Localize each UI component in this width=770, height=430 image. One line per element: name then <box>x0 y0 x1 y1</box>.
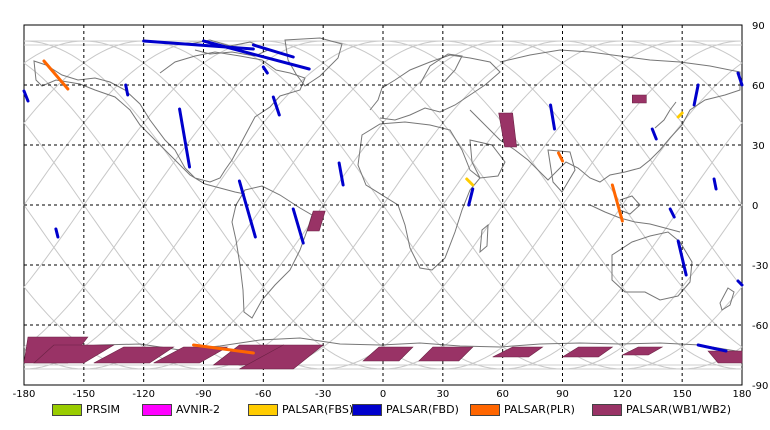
observation-fbd <box>142 39 255 51</box>
x-tick-label: 30 <box>436 389 449 400</box>
observation-fbd <box>261 65 269 75</box>
x-tick-label: 0 <box>380 389 386 400</box>
x-tick-label: -180 <box>13 389 36 400</box>
swath-wb <box>33 344 115 364</box>
x-tick-label: -60 <box>255 389 271 400</box>
legend-swatch-prsim <box>52 403 82 416</box>
legend-swatch-palsar-plr <box>470 403 500 416</box>
x-tick-label: -30 <box>315 389 331 400</box>
swath-wb <box>239 344 325 370</box>
x-tick-label: -90 <box>195 389 211 400</box>
legend-swatch-palsar-wb <box>592 403 622 416</box>
swath-wb <box>707 350 743 364</box>
x-tick-label: 60 <box>496 389 509 400</box>
observation-plr <box>192 343 255 355</box>
coastline-europe <box>369 54 501 121</box>
swath-wb <box>498 112 517 148</box>
swath-wb <box>631 94 647 104</box>
observation-fbd <box>467 187 475 207</box>
observation-fbs <box>676 111 684 119</box>
swath-wb <box>418 346 474 362</box>
observation-fbd <box>271 95 281 117</box>
x-tick-label: -150 <box>72 389 95 400</box>
observation-fbd <box>549 103 557 131</box>
legend-item-palsar-plr: PALSAR(PLR) <box>470 403 575 416</box>
y-tick-label: 0 <box>752 201 758 212</box>
swath-wb <box>622 346 664 356</box>
legend-item-palsar-fbd: PALSAR(FBD) <box>352 403 459 416</box>
legend-label-palsar-fbs: PALSAR(FBS) <box>282 403 354 416</box>
swath-wb <box>306 210 326 232</box>
legend-item-prsim: PRSIM <box>52 403 120 416</box>
y-tick-label: -60 <box>752 321 768 332</box>
observation-fbd <box>124 83 130 97</box>
x-tick-label: 90 <box>556 389 569 400</box>
observation-fbd <box>22 89 30 103</box>
coastline-scandinavia <box>419 53 463 85</box>
coastline-japan <box>654 101 677 129</box>
coastline-asia <box>469 49 741 183</box>
legend-swatch-palsar-fbd <box>352 403 382 416</box>
observation-fbd <box>736 71 744 87</box>
observation-layer <box>22 39 744 355</box>
swath-wb <box>93 346 175 364</box>
observation-fbd <box>650 127 658 141</box>
observation-fbd <box>696 343 728 353</box>
observation-fbd <box>291 207 305 245</box>
latitude-tick-labels: 90 60 30 0 -30 -60 -90 <box>752 21 768 392</box>
swath-wb <box>362 346 414 362</box>
coastline-australia <box>611 231 693 301</box>
legend-label-palsar-plr: PALSAR(PLR) <box>504 403 575 416</box>
y-tick-label: -90 <box>752 381 768 392</box>
observation-fbd <box>712 177 718 191</box>
x-tick-label: -120 <box>132 389 155 400</box>
coastline-north-america <box>33 51 306 195</box>
y-tick-label: 90 <box>752 21 765 32</box>
observation-fbd <box>337 161 345 187</box>
coastline-africa <box>357 121 481 271</box>
coastline-antarctica <box>23 337 743 353</box>
coastline-indonesia <box>589 204 681 233</box>
swath-wb <box>561 346 614 358</box>
observation-fbd <box>237 179 257 239</box>
observation-fbd <box>668 207 676 219</box>
longitude-tick-labels: -180 -150 -120 -90 -60 -30 0 30 60 90 120 150 180 <box>13 389 752 400</box>
y-tick-label: 60 <box>752 81 765 92</box>
observation-fbd <box>251 43 295 59</box>
coastline-india <box>547 149 576 193</box>
legend-label-palsar-fbd: PALSAR(FBD) <box>386 403 459 416</box>
legend-item-avnir2: AVNIR-2 <box>142 403 220 416</box>
observation-plr <box>42 59 70 91</box>
legend-label-avnir2: AVNIR-2 <box>176 403 220 416</box>
legend-label-palsar-wb: PALSAR(WB1/WB2) <box>626 403 732 416</box>
coastline-south-america <box>231 185 313 319</box>
lat-lon-grid <box>24 25 742 385</box>
observation-plr <box>610 183 624 223</box>
legend-label-prsim: PRSIM <box>86 403 120 416</box>
y-tick-label: 30 <box>752 141 765 152</box>
observation-fbd <box>54 227 60 239</box>
x-tick-label: 120 <box>613 389 632 400</box>
y-tick-label: -30 <box>752 261 768 272</box>
observation-plr <box>557 151 564 163</box>
x-tick-label: 180 <box>732 389 751 400</box>
x-tick-label: 150 <box>673 389 692 400</box>
swath-wb <box>492 346 544 358</box>
legend: PRSIM AVNIR-2 PALSAR(FBS) PALSAR(FBD) PA… <box>0 400 770 422</box>
legend-swatch-palsar-fbs <box>248 403 278 416</box>
observation-fbd <box>202 39 311 71</box>
legend-item-palsar-wb: PALSAR(WB1/WB2) <box>592 403 731 416</box>
coastline-borneo <box>619 195 641 215</box>
observation-fbd <box>676 239 688 277</box>
coastline-madagascar <box>479 223 489 254</box>
observation-fbs <box>465 177 475 187</box>
observation-fbd <box>178 107 192 169</box>
legend-swatch-avnir2 <box>142 403 172 416</box>
legend-item-palsar-fbs: PALSAR(FBS) <box>248 403 353 416</box>
coastline-new-zealand <box>719 287 735 311</box>
observation-fbd <box>736 279 744 287</box>
wide-swath-layer <box>23 94 743 370</box>
observation-fbd <box>692 83 700 107</box>
